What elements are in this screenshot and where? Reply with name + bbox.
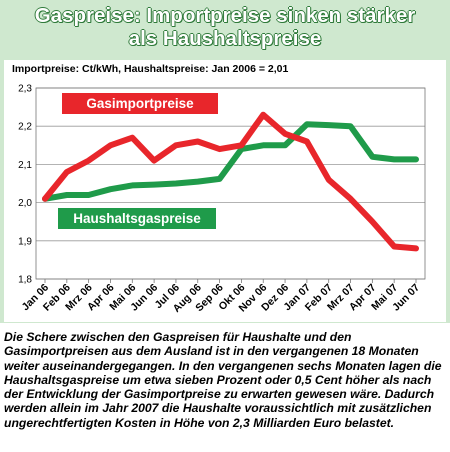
plot-area [35,87,426,280]
chart-subtitle: Importpreise: Ct/kWh, Haushaltspreise: J… [12,63,289,75]
legend-label-household: Haushaltsgaspreise [73,211,201,226]
title-line-2: als Haushaltspreise [128,27,322,50]
y-tick-label: 2,0 [18,198,32,209]
y-tick-label: 2,3 [18,84,32,95]
series-line-household [42,121,419,202]
caption-text: Die Schere zwischen den Gaspreisen für H… [4,330,442,430]
series-line-import [42,111,419,252]
legend-label-import: Gasimportpreise [86,96,194,111]
chart-title: Gaspreise: Importpreise sinken stärker a… [0,4,450,50]
y-tick-label: 2,1 [18,160,32,171]
legend-box-import [62,93,218,114]
y-tick-label: 1,9 [18,236,32,247]
y-tick-label: 2,2 [18,122,32,133]
y-tick-label: 1,8 [18,275,32,286]
title-line-1: Gaspreise: Importpreise sinken stärker [34,4,416,27]
legend-box-household [58,208,216,229]
